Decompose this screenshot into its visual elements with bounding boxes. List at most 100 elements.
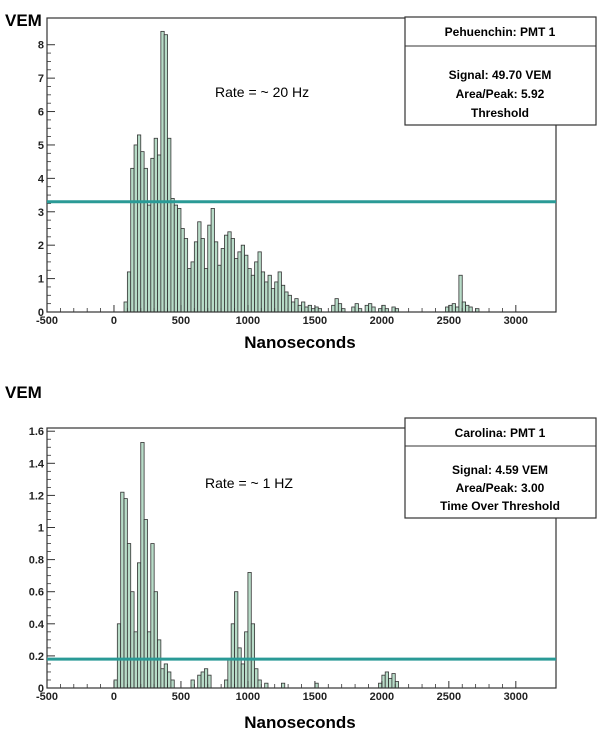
top-bin-19	[187, 268, 192, 313]
top-bin-15	[173, 204, 178, 313]
bottom-bin-23	[224, 679, 229, 689]
bottom-bin-21	[203, 668, 209, 689]
top-bin-4	[137, 134, 142, 313]
bottom-bin-25	[230, 623, 235, 689]
top-stats-line-3: Threshold	[471, 106, 529, 120]
bottom-bin-5	[130, 591, 135, 689]
top-bin-3	[133, 144, 138, 313]
top-bin-2	[130, 167, 135, 313]
top-ylabel: VEM	[5, 11, 42, 30]
top-bin-63	[351, 306, 356, 313]
top-xlabel: Nanoseconds	[244, 333, 355, 352]
bottom-bin-37	[378, 682, 383, 689]
top-bin-67	[368, 303, 373, 313]
top-bin-78	[458, 274, 463, 313]
top-bin-74	[445, 306, 450, 313]
top-bin-22	[197, 221, 202, 313]
bottom-bin-8	[140, 442, 145, 689]
top-bin-29	[220, 248, 225, 313]
bottom-bin-22	[207, 674, 212, 689]
top-bin-21	[193, 241, 199, 313]
bottom-bin-9	[143, 519, 148, 689]
top-bin-50	[291, 301, 296, 313]
bottom-xtick-label-3: 1000	[236, 691, 260, 703]
top-stats-line-2: Area/Peak: 5.92	[456, 87, 545, 101]
top-bin-32	[230, 238, 235, 313]
top-bin-6	[143, 167, 148, 313]
top-bin-55	[307, 304, 312, 313]
bottom-xlabel: Nanoseconds	[244, 713, 355, 732]
bottom-bin-31	[250, 623, 256, 689]
top-bin-10	[157, 154, 162, 313]
top-chart: VEM -500 0 500 1000 1500 2000 2500 300001234567…	[5, 11, 597, 352]
bottom-ylabel: VEM	[5, 383, 42, 402]
bottom-xtick-label-0: -500	[36, 691, 58, 703]
bottom-xtick-label-1: 0	[111, 691, 117, 703]
top-bin-47	[281, 284, 286, 313]
top-bin-45	[274, 281, 279, 313]
top-bin-17	[180, 228, 185, 313]
top-xtick-label-3: 1000	[236, 315, 260, 327]
top-bin-35	[240, 244, 245, 313]
bottom-bin-39	[384, 671, 389, 689]
bottom-stats-line-3: Time Over Threshold	[440, 499, 560, 513]
top-xtick-label-5: 2000	[370, 315, 394, 327]
top-bin-57	[314, 306, 319, 313]
top-bin-40	[257, 251, 262, 313]
top-bin-81	[468, 306, 473, 313]
bottom-xtick-label-4: 1500	[303, 691, 327, 703]
top-ytick-label-5: 5	[38, 140, 44, 152]
bottom-bin-27	[237, 647, 242, 689]
top-xtick-label-6: 2500	[437, 315, 461, 327]
top-xtick-label-2: 500	[172, 315, 190, 327]
top-bin-31	[227, 231, 232, 313]
top-bin-5	[140, 151, 145, 313]
top-bin-77	[455, 306, 460, 313]
bottom-xtick-label-2: 500	[172, 691, 190, 703]
top-ytick-label-7: 7	[38, 73, 44, 85]
top-ytick-label-0: 0	[38, 307, 44, 319]
top-bin-44	[270, 288, 276, 313]
top-bin-25	[207, 224, 212, 313]
bottom-bin-41	[391, 673, 396, 689]
bottom-stats-line-1: Signal: 4.59 VEM	[452, 463, 548, 477]
bottom-bin-26	[234, 591, 239, 689]
bottom-bin-4	[126, 543, 132, 689]
top-bin-79	[461, 301, 466, 313]
bottom-ytick-label-1: 0.2	[29, 651, 44, 663]
top-bin-51	[294, 298, 299, 313]
top-xtick-label-1: 0	[111, 315, 117, 327]
top-bin-20	[190, 261, 195, 313]
bottom-bin-30	[247, 572, 252, 689]
top-bin-26	[210, 208, 215, 313]
top-bin-46	[277, 271, 282, 313]
bottom-stats-title: Carolina: PMT 1	[455, 426, 546, 440]
top-bin-80	[465, 304, 470, 313]
top-xtick-label-0: -500	[36, 315, 58, 327]
top-ytick-label-8: 8	[38, 40, 44, 52]
bottom-ytick-label-8: 1.6	[29, 426, 44, 438]
bottom-bin-33	[257, 679, 262, 689]
bottom-bin-7	[137, 562, 142, 689]
bottom-ytick-label-6: 1.2	[29, 490, 44, 502]
bottom-chart: VEM -500 0 500 1000 1500 2000 2500 300000.20.40…	[5, 383, 597, 732]
bottom-bin-11	[150, 543, 155, 689]
top-bin-28	[217, 264, 222, 313]
top-bin-11	[160, 30, 165, 313]
bottom-bin-40	[388, 677, 393, 689]
bottom-bin-12	[153, 591, 158, 689]
top-bin-75	[448, 304, 453, 313]
top-bin-9	[153, 137, 158, 313]
top-bin-38	[250, 274, 256, 313]
top-bin-0	[123, 301, 128, 313]
top-bin-61	[337, 303, 343, 313]
bottom-bin-35	[281, 682, 286, 689]
bottom-ytick-label-3: 0.6	[29, 587, 44, 599]
bottom-bin-32	[254, 668, 259, 689]
top-ytick-label-4: 4	[38, 173, 45, 185]
top-ytick-label-3: 3	[38, 207, 44, 219]
top-bin-76	[451, 303, 456, 313]
top-bin-1	[126, 271, 132, 313]
